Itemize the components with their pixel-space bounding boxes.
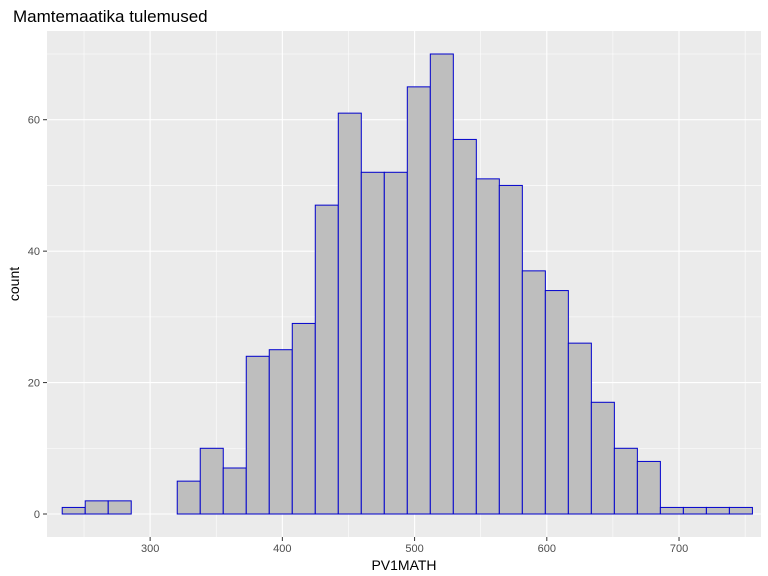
x-tick-label: 600 [538, 543, 556, 555]
histogram-bar [452, 138, 477, 515]
chart-title: Mamtemaatika tulemused [13, 7, 208, 26]
histogram-bar [222, 467, 247, 515]
histogram-bar [636, 460, 661, 515]
histogram-bar [61, 506, 86, 515]
histogram-bar [245, 355, 270, 515]
histogram-bar [429, 53, 454, 515]
y-tick-label: 20 [28, 378, 40, 390]
y-tick-label: 0 [34, 509, 40, 521]
histogram-bar [475, 178, 500, 515]
histogram-bar [314, 204, 339, 515]
histogram-bar [383, 171, 408, 515]
histogram-bar [544, 290, 569, 515]
histogram-bar [682, 506, 707, 515]
histogram-bar [705, 506, 730, 515]
y-axis-title: count [6, 267, 22, 301]
histogram-bar [498, 184, 523, 515]
y-tick-label: 60 [28, 115, 40, 127]
histogram-bar [107, 500, 132, 515]
histogram-bar [360, 171, 385, 515]
y-tick-label: 40 [28, 246, 40, 258]
x-axis-title: PV1MATH [371, 557, 436, 573]
histogram-bar [291, 322, 316, 515]
x-tick-label: 500 [405, 543, 423, 555]
histogram-bar [567, 342, 592, 515]
histogram-bar [728, 506, 753, 515]
histogram-bar [199, 447, 224, 515]
axis-ticks: 300 400 500 600 700 0 20 40 60 [28, 115, 688, 555]
histogram-bar [659, 506, 684, 515]
histogram-bar [590, 401, 615, 515]
histogram-bar [613, 447, 638, 515]
histogram-bar [176, 480, 201, 515]
x-tick-label: 400 [273, 543, 291, 555]
histogram-bar [521, 270, 546, 515]
x-tick-label: 300 [141, 543, 159, 555]
histogram-bar [84, 500, 109, 515]
histogram-bar [337, 112, 362, 515]
histogram-bars [61, 53, 753, 515]
histogram-bar [406, 86, 431, 515]
x-tick-label: 700 [670, 543, 688, 555]
histogram-bar [268, 349, 293, 515]
